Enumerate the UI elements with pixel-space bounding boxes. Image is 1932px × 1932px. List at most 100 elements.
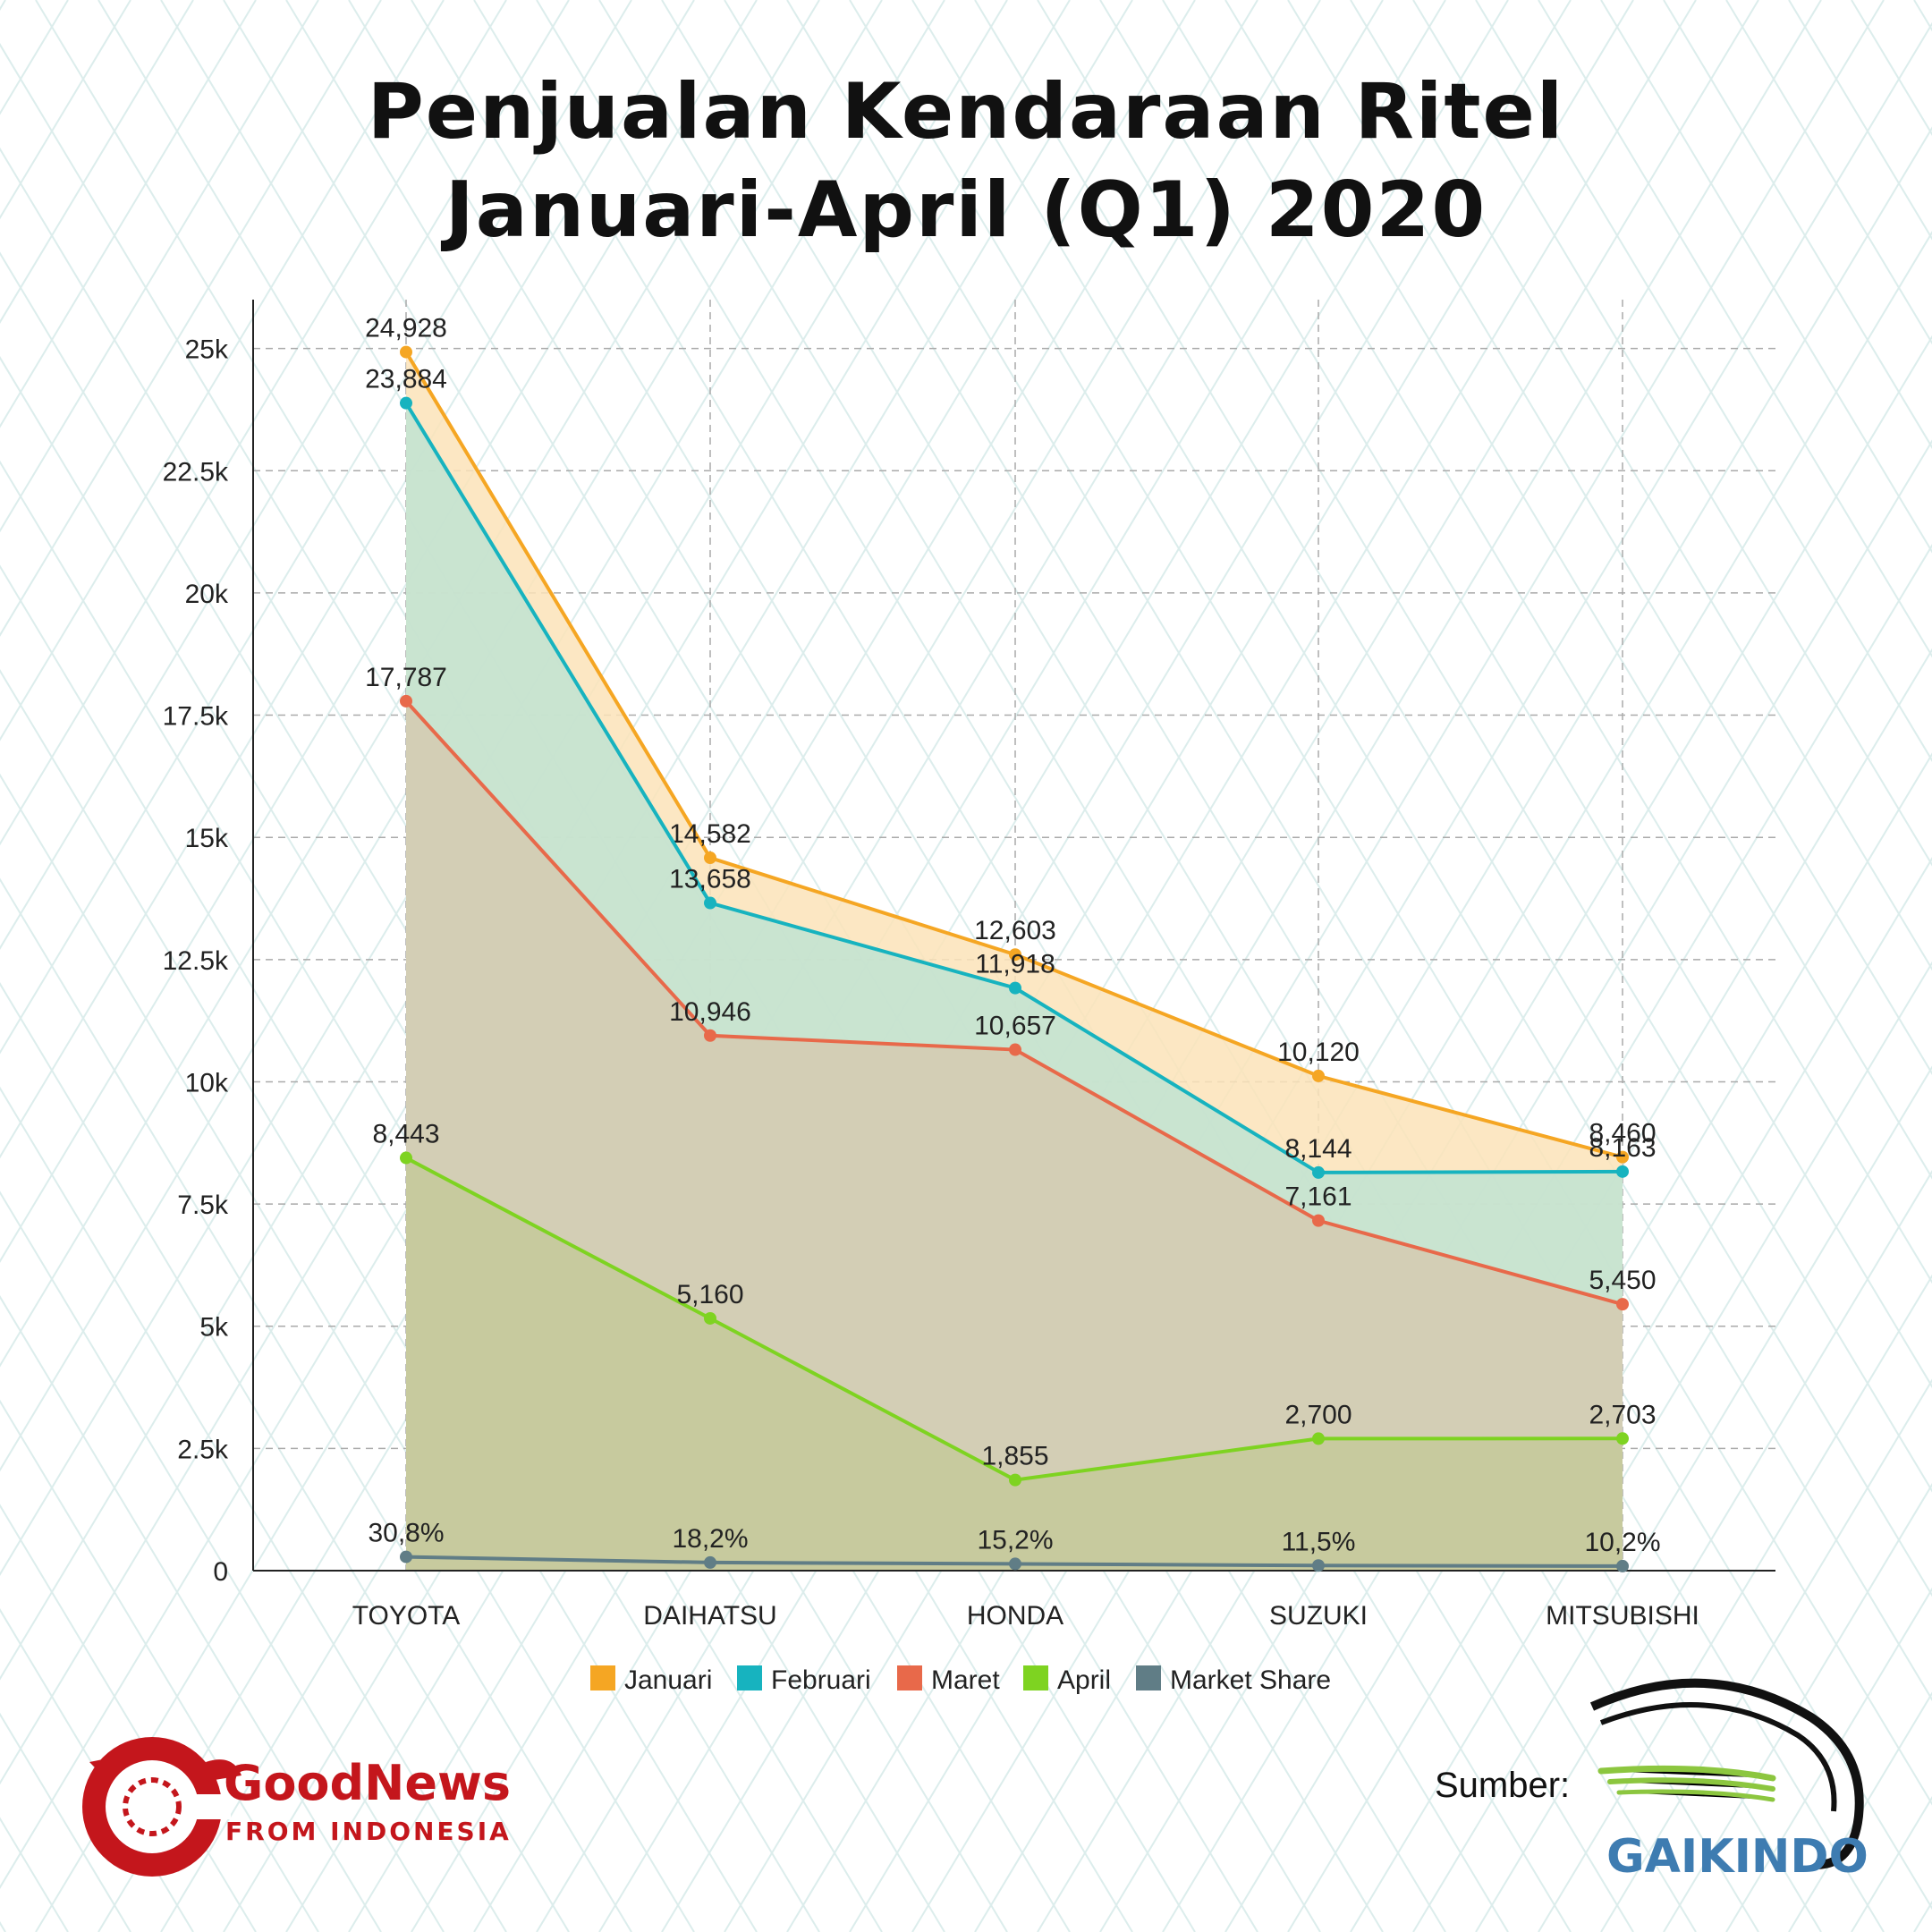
pattern-line: [0, 0, 445, 741]
data-point: [400, 1151, 412, 1165]
pattern-line: [1037, 439, 1932, 1932]
data-label: 13,658: [669, 865, 751, 894]
data-label: 10,2%: [1584, 1528, 1660, 1557]
goodnews-tagline: FROM INDONESIA: [225, 1817, 512, 1846]
pattern-line: [1475, 1170, 1932, 1932]
data-point: [400, 1550, 412, 1563]
data-point: [1009, 1473, 1021, 1487]
pattern-line: [1663, 0, 1932, 449]
data-label: 5,160: [676, 1280, 743, 1309]
goodnews-name: GoodNews: [224, 1755, 511, 1811]
y-tick-label: 10k: [185, 1068, 229, 1097]
data-point: [1616, 1165, 1629, 1178]
data-label: 8,443: [372, 1120, 439, 1149]
pattern-line: [661, 0, 1822, 1932]
x-tick-label: HONDA: [967, 1601, 1063, 1631]
pattern-line: [0, 0, 570, 950]
pattern-line: [1099, 544, 1932, 1932]
pattern-line: [1663, 1483, 1932, 1932]
pattern-line: [0, 0, 820, 1368]
data-point: [1312, 1559, 1325, 1572]
pattern-line: [0, 0, 758, 1263]
y-tick-label: 17.5k: [163, 702, 229, 732]
pattern-line: [1600, 0, 1932, 554]
pattern-line: [0, 0, 257, 428]
pattern-line: [1224, 752, 1932, 1932]
data-label: 12,603: [974, 916, 1056, 945]
data-label: 14,582: [669, 819, 751, 849]
pattern-line: [0, 1191, 445, 1932]
pattern-line: [0, 1295, 382, 1932]
speed-lines-icon: [1597, 1765, 1776, 1802]
data-point: [1616, 1559, 1629, 1572]
gaikindo-logo: GAIKINDO: [1589, 1678, 1868, 1884]
pattern-line: [0, 0, 883, 1472]
x-tick-label: TOYOTA: [352, 1601, 461, 1631]
data-label: 24,928: [365, 314, 447, 343]
data-label: 2,700: [1284, 1400, 1352, 1429]
data-point: [704, 1029, 716, 1042]
data-point: [1312, 1165, 1325, 1179]
data-label: 8,163: [1589, 1133, 1656, 1163]
pattern-line: [1162, 648, 1932, 1932]
pattern-line: [0, 1399, 319, 1932]
pattern-line: [0, 1504, 257, 1932]
y-tick-label: 7.5k: [177, 1191, 229, 1220]
data-label: 17,787: [365, 663, 447, 692]
data-point: [400, 396, 412, 410]
data-point: [704, 1311, 716, 1325]
data-point: [1312, 1432, 1325, 1445]
data-point: [1616, 1432, 1629, 1445]
pattern-line: [0, 1086, 507, 1932]
y-tick-label: 25k: [185, 335, 229, 365]
y-tick-label: 20k: [185, 580, 229, 609]
data-point: [704, 1555, 716, 1569]
data-label: 1,855: [981, 1442, 1048, 1471]
data-label: 5,450: [1589, 1266, 1656, 1295]
data-point: [1312, 1069, 1325, 1082]
data-point: [400, 694, 412, 708]
pattern-line: [1538, 1274, 1932, 1932]
data-label: 30,8%: [368, 1519, 444, 1548]
source-label: Sumber:: [1435, 1766, 1571, 1805]
y-tick-label: 2.5k: [177, 1435, 229, 1464]
x-tick-label: SUZUKI: [1269, 1601, 1368, 1631]
y-tick-label: 22.5k: [163, 457, 229, 487]
data-label: 10,657: [974, 1012, 1056, 1041]
pattern-line: [0, 0, 695, 1159]
pattern-line: [849, 126, 1932, 1932]
data-label: 10,946: [669, 997, 751, 1027]
data-label: 8,460: [1589, 1119, 1656, 1148]
data-point: [704, 852, 716, 865]
data-label: 18,2%: [672, 1524, 748, 1554]
data-label: 10,120: [1277, 1038, 1360, 1067]
data-label: 23,884: [365, 365, 447, 394]
pattern-line: [0, 0, 945, 1576]
pattern-line: [598, 0, 1759, 1932]
data-point: [400, 345, 412, 359]
pattern-line: [974, 335, 1932, 1932]
chart-title: Penjualan Kendaraan Ritel Januari-April …: [0, 63, 1932, 259]
pattern-line: [1725, 0, 1932, 345]
pattern-line: [1350, 961, 1932, 1932]
pattern-line: [1475, 0, 1932, 762]
y-tick-label: 0: [213, 1557, 228, 1587]
pattern-line: [0, 982, 570, 1932]
pattern-line: [1725, 1587, 1932, 1932]
pattern-line: [1412, 0, 1932, 867]
pattern-line: [1287, 857, 1932, 1932]
data-point: [704, 896, 716, 910]
data-label: 11,5%: [1282, 1527, 1356, 1556]
data-label: 15,2%: [977, 1525, 1053, 1555]
pattern-line: [1538, 0, 1932, 658]
x-tick-label: MITSUBISHI: [1546, 1601, 1699, 1631]
pattern-line: [724, 0, 1885, 1932]
goodnews-logo: GoodNews FROM INDONESIA: [82, 1737, 512, 1877]
pattern-line: [536, 0, 1697, 1932]
y-tick-label: 15k: [185, 824, 229, 853]
data-point: [1009, 981, 1021, 995]
y-tick-label: 5k: [199, 1313, 229, 1343]
data-point: [1009, 1557, 1021, 1571]
pattern-line: [1412, 1065, 1932, 1932]
